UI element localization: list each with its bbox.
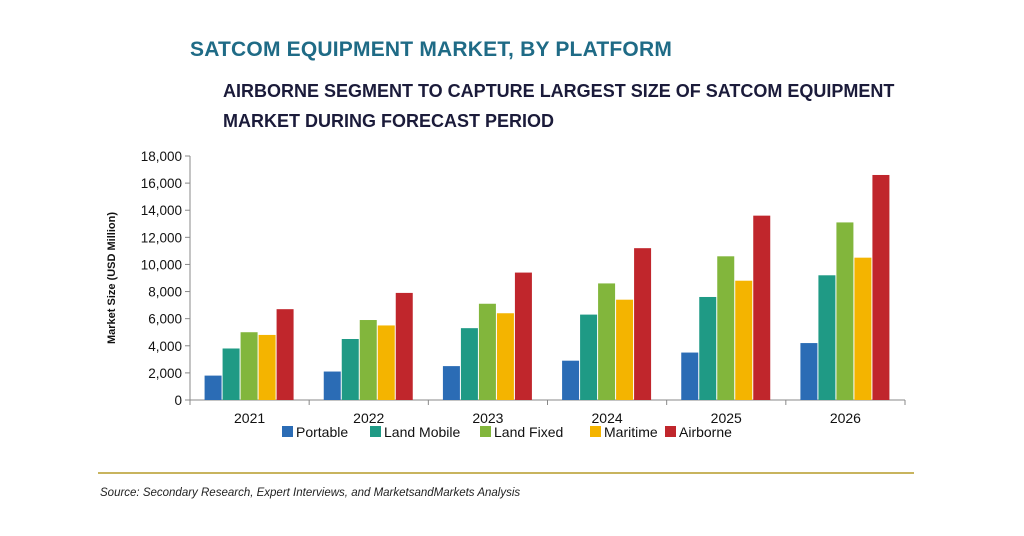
bar-portable-2026 <box>800 343 818 400</box>
bar-land-fixed-2021 <box>240 332 258 400</box>
legend-label-land-mobile: Land Mobile <box>384 424 460 440</box>
bar-land-mobile-2024 <box>580 314 598 400</box>
legend-swatch-portable <box>282 426 293 437</box>
bar-land-fixed-2026 <box>836 222 854 400</box>
bar-portable-2024 <box>562 360 580 400</box>
x-tick-label: 2025 <box>711 410 742 426</box>
y-tick-label: 18,000 <box>141 149 182 164</box>
legend-swatch-land-mobile <box>370 426 381 437</box>
bar-airborne-2024 <box>634 248 652 400</box>
legend-label-land-fixed: Land Fixed <box>494 424 563 440</box>
legend-label-airborne: Airborne <box>679 424 732 440</box>
bar-land-fixed-2023 <box>478 303 496 400</box>
chart-title: SATCOM EQUIPMENT MARKET, BY PLATFORM <box>190 38 673 61</box>
bar-maritime-2024 <box>616 299 634 400</box>
y-tick-label: 0 <box>174 393 182 408</box>
y-tick-label: 4,000 <box>148 339 182 354</box>
bar-airborne-2026 <box>872 174 890 400</box>
legend-swatch-maritime <box>590 426 601 437</box>
bar-portable-2022 <box>323 371 341 400</box>
bar-airborne-2025 <box>753 215 771 400</box>
x-tick-label: 2026 <box>830 410 861 426</box>
x-tick-label: 2021 <box>234 410 265 426</box>
bar-maritime-2026 <box>854 257 872 400</box>
bar-land-fixed-2024 <box>598 283 616 400</box>
bar-portable-2023 <box>442 366 460 400</box>
bar-land-mobile-2021 <box>222 348 240 400</box>
bar-maritime-2021 <box>258 334 276 400</box>
bar-maritime-2025 <box>735 280 753 400</box>
legend-label-portable: Portable <box>296 424 348 440</box>
y-tick-label: 10,000 <box>141 257 182 272</box>
y-tick-label: 6,000 <box>148 312 182 327</box>
bar-airborne-2022 <box>395 292 413 400</box>
bar-land-mobile-2022 <box>341 339 359 400</box>
y-tick-label: 8,000 <box>148 285 182 300</box>
chart-subtitle: AIRBORNE SEGMENT TO CAPTURE LARGEST SIZE… <box>223 81 895 131</box>
legend-swatch-airborne <box>665 426 676 437</box>
x-tick-label: 2024 <box>592 410 623 426</box>
legend-swatch-land-fixed <box>480 426 491 437</box>
source-note: Source: Secondary Research, Expert Inter… <box>100 487 521 499</box>
x-tick-label: 2022 <box>353 410 384 426</box>
bar-land-mobile-2023 <box>460 328 478 400</box>
bar-land-fixed-2022 <box>359 320 377 400</box>
bar-airborne-2023 <box>514 272 532 400</box>
y-tick-label: 14,000 <box>141 203 182 218</box>
footer-divider <box>98 472 914 474</box>
x-tick-label: 2023 <box>472 410 503 426</box>
bar-maritime-2023 <box>496 313 514 400</box>
bar-land-mobile-2025 <box>699 296 717 400</box>
y-axis-title: Market Size (USD Million) <box>106 212 118 344</box>
y-tick-label: 12,000 <box>141 230 182 245</box>
y-tick-label: 2,000 <box>148 366 182 381</box>
bar-land-fixed-2025 <box>717 256 735 400</box>
legend-label-maritime: Maritime <box>604 424 658 440</box>
bar-land-mobile-2026 <box>818 275 836 400</box>
bar-maritime-2022 <box>377 325 395 400</box>
bar-portable-2025 <box>681 352 699 400</box>
bar-airborne-2021 <box>276 309 294 400</box>
bar-portable-2021 <box>204 375 222 400</box>
y-tick-label: 16,000 <box>141 176 182 191</box>
